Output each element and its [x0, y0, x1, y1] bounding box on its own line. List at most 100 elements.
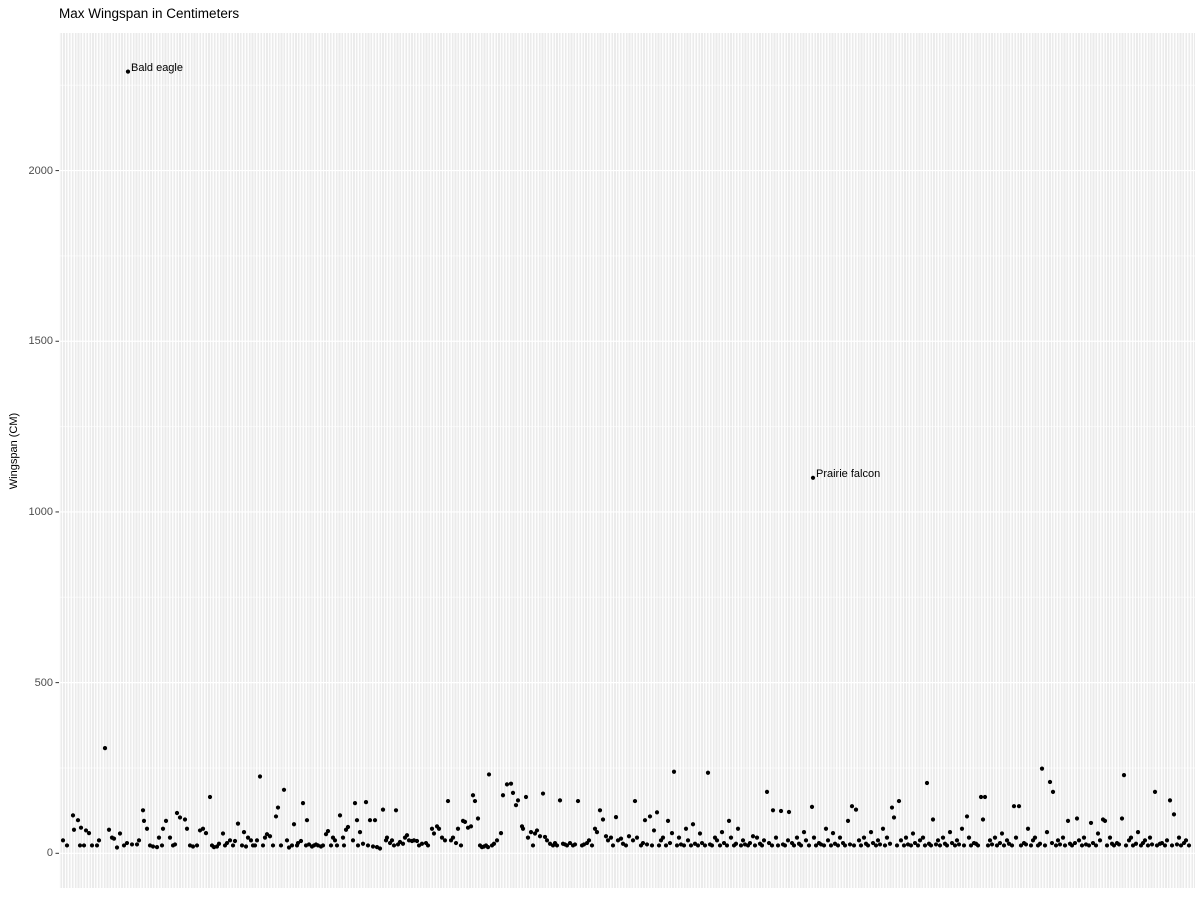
data-point — [1042, 843, 1048, 848]
data-point — [901, 843, 907, 848]
data-point — [167, 835, 173, 840]
data-point — [194, 843, 200, 848]
data-point — [992, 835, 998, 840]
data-point — [1186, 843, 1192, 848]
data-point — [997, 840, 1003, 846]
data-point — [156, 835, 162, 840]
data-point — [985, 843, 991, 848]
data-point — [260, 843, 266, 848]
data-point — [724, 843, 730, 848]
data-point — [912, 840, 918, 846]
data-point — [1016, 804, 1022, 809]
data-point — [300, 801, 306, 806]
data-point — [1018, 843, 1024, 848]
data-point — [649, 843, 655, 848]
data-point — [1167, 798, 1173, 803]
data-point — [597, 808, 603, 813]
data-point — [683, 826, 689, 831]
data-point — [709, 843, 715, 848]
data-point — [676, 835, 682, 840]
data-point — [270, 843, 276, 848]
data-point — [660, 835, 666, 840]
data-point — [83, 828, 89, 833]
data-point — [150, 844, 156, 849]
data-point — [908, 843, 914, 848]
data-point — [1037, 841, 1043, 846]
data-point — [823, 826, 829, 831]
data-point — [203, 831, 209, 836]
data-point — [728, 835, 734, 840]
data-point — [245, 835, 251, 840]
data-point — [735, 826, 741, 831]
y-tick-label: 1000 — [28, 505, 53, 518]
data-point — [304, 818, 310, 823]
data-point — [903, 835, 909, 840]
data-point — [868, 830, 874, 835]
data-point — [630, 838, 636, 843]
data-point — [1135, 830, 1141, 835]
data-point — [813, 843, 819, 848]
data-point — [603, 834, 609, 839]
data-point — [626, 834, 632, 839]
data-point — [252, 843, 258, 848]
data-point — [389, 838, 395, 843]
data-point — [726, 818, 732, 823]
data-point — [241, 830, 247, 835]
data-point — [764, 789, 770, 794]
data-point — [267, 834, 273, 839]
data-point — [982, 794, 988, 800]
data-point — [1152, 789, 1158, 794]
data-point — [1111, 843, 1117, 848]
data-point — [959, 826, 965, 831]
data-point — [520, 826, 526, 831]
data-point — [1023, 842, 1029, 847]
y-axis-title: Wingspan (CM) — [8, 412, 20, 490]
data-point — [803, 838, 809, 843]
data-point — [880, 826, 886, 831]
data-point — [980, 817, 986, 822]
data-point — [651, 828, 657, 833]
data-point — [380, 807, 386, 812]
data-point — [224, 840, 230, 846]
data-point — [320, 843, 326, 848]
data-point — [851, 843, 857, 848]
data-point — [884, 835, 890, 840]
data-point — [341, 843, 347, 848]
data-point — [528, 830, 534, 835]
data-point — [377, 846, 383, 851]
data-point — [504, 782, 510, 787]
data-point — [681, 843, 687, 848]
data-point — [835, 843, 841, 848]
data-point — [842, 843, 848, 848]
data-point — [1183, 838, 1189, 843]
data-point — [915, 843, 921, 848]
data-point — [525, 835, 531, 840]
data-point — [770, 808, 776, 813]
data-point — [220, 831, 226, 836]
data-point — [949, 840, 955, 846]
data-point — [930, 817, 936, 822]
data-point — [989, 842, 995, 847]
data-point — [172, 842, 178, 847]
data-point — [360, 841, 366, 846]
data-point — [935, 838, 941, 843]
data-point — [600, 817, 606, 822]
data-point — [1065, 818, 1071, 823]
data-point — [462, 819, 468, 824]
data-point — [557, 798, 563, 803]
data-point — [542, 834, 548, 840]
data-point — [1088, 820, 1094, 826]
data-point — [837, 835, 843, 840]
data-point — [453, 840, 459, 846]
data-point — [1049, 840, 1055, 846]
data-point — [845, 818, 851, 823]
data-point — [870, 840, 876, 846]
data-point — [766, 840, 772, 846]
data-point — [1123, 843, 1129, 848]
data-point — [721, 840, 727, 846]
data-point — [747, 840, 753, 846]
data-point — [865, 843, 871, 848]
data-point — [786, 809, 792, 815]
data-point — [230, 843, 236, 848]
data-point — [773, 835, 779, 840]
